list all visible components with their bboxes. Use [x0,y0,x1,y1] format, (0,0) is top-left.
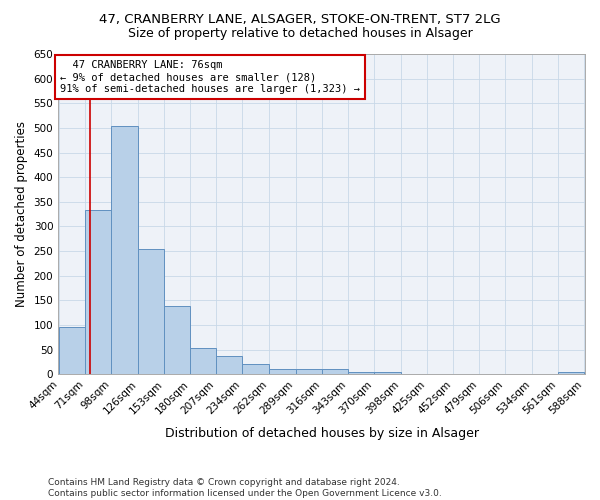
Bar [190,348,217,374]
Bar [558,372,584,374]
X-axis label: Distribution of detached houses by size in Alsager: Distribution of detached houses by size … [164,427,479,440]
Bar [347,372,374,374]
Bar [85,210,111,374]
Text: 47, CRANBERRY LANE, ALSAGER, STOKE-ON-TRENT, ST7 2LG: 47, CRANBERRY LANE, ALSAGER, STOKE-ON-TR… [99,12,501,26]
Text: Size of property relative to detached houses in Alsager: Size of property relative to detached ho… [128,28,472,40]
Text: 47 CRANBERRY LANE: 76sqm
← 9% of detached houses are smaller (128)
91% of semi-d: 47 CRANBERRY LANE: 76sqm ← 9% of detache… [60,60,360,94]
Bar [374,372,401,374]
Bar [164,306,190,374]
Bar [217,356,242,374]
Bar [296,369,322,374]
Bar [59,327,85,374]
Bar [269,369,296,374]
Bar [138,248,164,374]
Bar [322,369,347,374]
Y-axis label: Number of detached properties: Number of detached properties [15,121,28,307]
Text: Contains HM Land Registry data © Crown copyright and database right 2024.
Contai: Contains HM Land Registry data © Crown c… [48,478,442,498]
Bar [111,126,138,374]
Bar [242,364,269,374]
